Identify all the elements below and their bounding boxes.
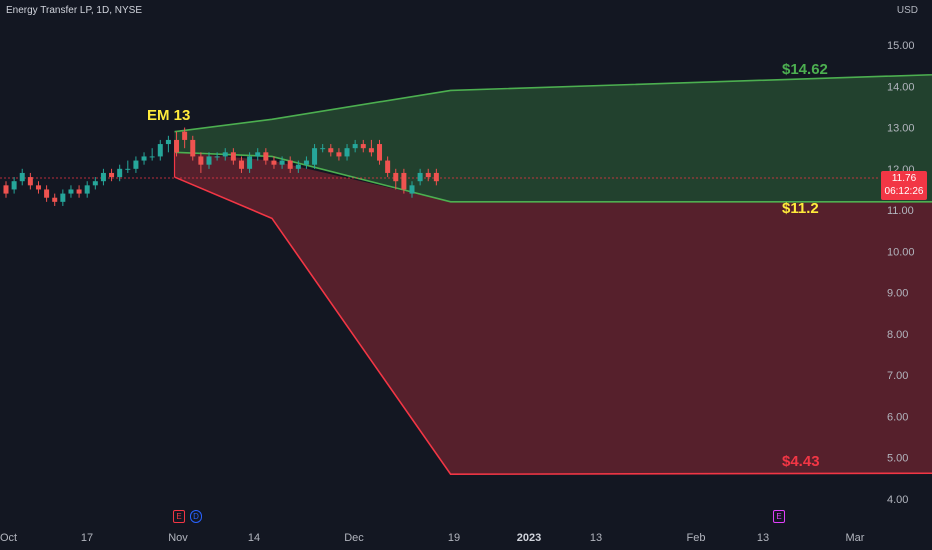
- annotation-upper-target: $14.62: [782, 61, 828, 78]
- currency-label: USD: [896, 5, 918, 16]
- candle-body: [141, 156, 147, 161]
- candle-body: [27, 177, 33, 186]
- lower-expected-move-zone: [174, 152, 932, 475]
- candle-body: [303, 160, 309, 165]
- candle-body: [271, 160, 277, 165]
- upper-expected-move-zone: [174, 74, 932, 202]
- candle-body: [92, 181, 98, 186]
- candle-body: [3, 185, 9, 194]
- candle-body: [279, 160, 285, 165]
- candle-body: [44, 189, 50, 198]
- candle-body: [368, 148, 374, 153]
- upper-bound-line: [174, 73, 932, 133]
- x-axis: Oct 17 Nov 14 Dec 19 2023 13 Feb 13 Mar: [0, 532, 865, 544]
- candle-body: [312, 148, 318, 165]
- expected-move-zones: [173, 73, 932, 476]
- candle-body: [263, 152, 269, 161]
- candle-body: [60, 193, 66, 202]
- candle-body: [393, 172, 399, 182]
- x-tick-label: Feb: [687, 532, 706, 544]
- candle-body: [149, 156, 155, 158]
- earnings-event-marker-future[interactable]: E: [773, 510, 785, 523]
- y-tick-label: 7.00: [887, 370, 908, 382]
- candle-body: [19, 172, 25, 182]
- y-tick-label: 4.00: [887, 494, 908, 506]
- last-price: 11.76: [891, 173, 917, 184]
- candle-body: [206, 156, 212, 165]
- candle-body: [198, 156, 204, 165]
- x-tick-label: Oct: [0, 532, 17, 544]
- annotation-mid-target: $11.2: [782, 200, 819, 217]
- candle-body: [344, 148, 350, 157]
- annotation-em-13: EM 13: [147, 107, 190, 124]
- x-tick-label: Dec: [344, 532, 364, 544]
- candle-body: [174, 139, 180, 153]
- lower-bound-line: [174, 176, 932, 476]
- candle-body: [182, 131, 188, 140]
- y-tick-label: 8.00: [887, 329, 908, 341]
- candle-body: [214, 156, 220, 158]
- candle-body: [125, 168, 131, 170]
- candle-body: [401, 172, 407, 190]
- candle-body: [425, 172, 431, 178]
- x-tick-label: 13: [757, 532, 769, 544]
- candle-body: [320, 148, 326, 150]
- candle-body: [377, 144, 383, 161]
- x-tick-label: 2023: [517, 532, 541, 544]
- x-tick-label: 13: [590, 532, 602, 544]
- earnings-event-marker[interactable]: E: [173, 510, 185, 523]
- candle-body: [165, 139, 171, 145]
- x-tick-label: 17: [81, 532, 93, 544]
- x-tick-label: 19: [448, 532, 460, 544]
- y-tick-label: 14.00: [887, 81, 915, 93]
- candle-body: [417, 172, 423, 182]
- candle-body: [52, 197, 58, 202]
- candle-body: [409, 185, 415, 194]
- y-tick-label: 5.00: [887, 453, 908, 465]
- candle-body: [360, 144, 366, 149]
- candle-body: [336, 152, 342, 157]
- x-tick-label: Mar: [846, 532, 865, 544]
- candle-body: [35, 185, 41, 190]
- y-tick-label: 11.00: [887, 205, 914, 217]
- candle-body: [328, 148, 334, 153]
- candle-body: [190, 139, 196, 157]
- y-axis: 15.0014.0013.0012.0011.0010.009.008.007.…: [887, 40, 915, 506]
- candle-body: [295, 164, 301, 169]
- x-tick-label: 14: [248, 532, 260, 544]
- candle-body: [230, 152, 236, 161]
- candle-body: [76, 189, 82, 194]
- candle-body: [433, 172, 439, 182]
- candle-body: [238, 160, 244, 169]
- candle-body: [68, 189, 74, 194]
- symbol-title: Energy Transfer LP, 1D, NYSE: [6, 5, 142, 16]
- candle-body: [109, 172, 115, 178]
- y-tick-label: 15.00: [887, 40, 915, 52]
- y-tick-label: 13.00: [887, 123, 915, 135]
- candle-body: [287, 160, 293, 169]
- candles: [3, 127, 439, 206]
- annotation-lower-target: $4.43: [782, 453, 820, 470]
- candle-body: [84, 185, 90, 194]
- dividend-event-marker[interactable]: D: [190, 510, 202, 523]
- y-tick-label: 9.00: [887, 288, 908, 300]
- candle-body: [352, 144, 358, 149]
- candle-body: [157, 144, 163, 157]
- y-tick-label: 10.00: [887, 246, 915, 258]
- candle-body: [133, 160, 139, 169]
- x-tick-label: Nov: [168, 532, 188, 544]
- bar-countdown: 06:12:26: [884, 186, 924, 197]
- candle-body: [247, 156, 253, 169]
- candle-body: [222, 152, 228, 157]
- candle-body: [11, 181, 17, 190]
- candle-body: [117, 168, 123, 178]
- y-tick-label: 6.00: [887, 411, 908, 423]
- candle-body: [255, 152, 261, 157]
- last-price-tag: 11.76 06:12:26: [881, 171, 927, 200]
- candle-body: [100, 172, 106, 182]
- candle-body: [385, 160, 391, 173]
